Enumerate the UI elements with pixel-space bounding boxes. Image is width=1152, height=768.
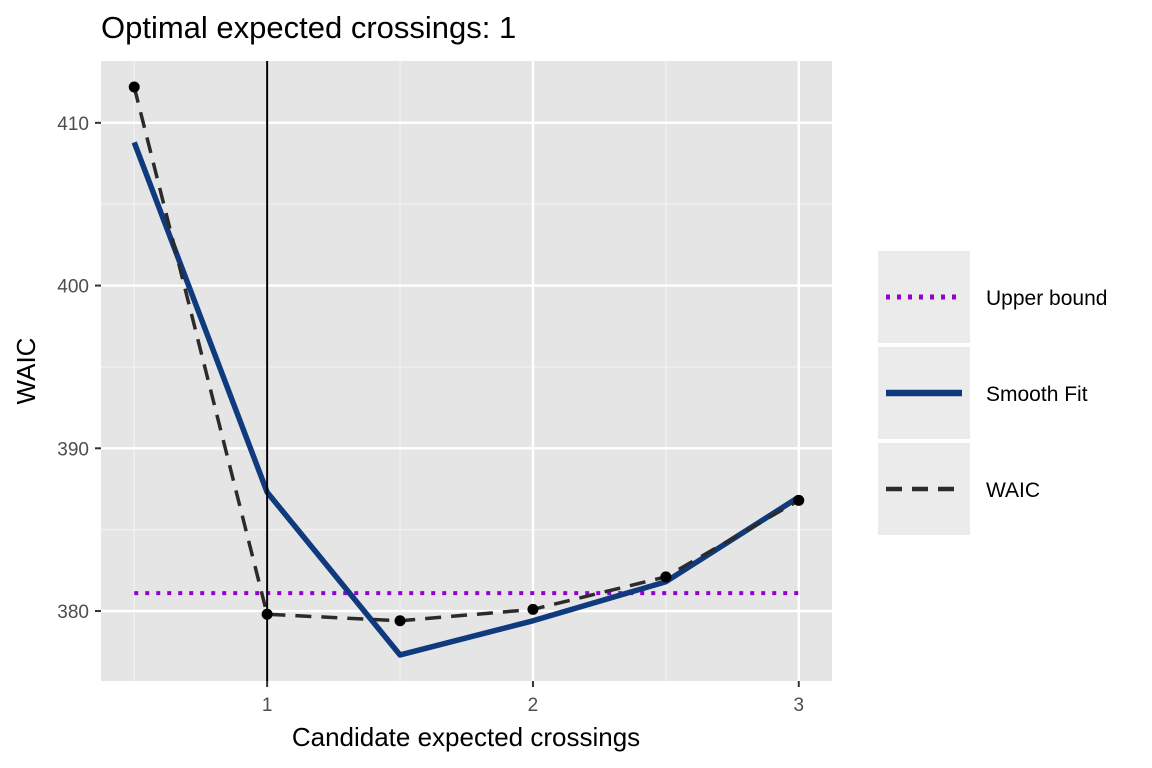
y-axis-title: WAIC xyxy=(11,338,41,405)
data-point xyxy=(793,494,805,506)
x-axis-ticks: 1 2 3 xyxy=(262,681,804,716)
y-axis-ticks: 380 390 400 410 xyxy=(57,114,101,623)
data-point xyxy=(660,571,672,583)
data-point xyxy=(394,615,406,627)
series-layer xyxy=(128,61,805,681)
series-line-smooth-fit xyxy=(131,141,801,658)
chart-title: Optimal expected crossings: 1 xyxy=(101,10,516,45)
plot-panel xyxy=(101,61,832,681)
legend-label: Smooth Fit xyxy=(986,383,1088,406)
legend: Upper bound Smooth Fit WAIC xyxy=(878,251,1107,535)
data-point xyxy=(261,608,273,620)
x-tick-label: 2 xyxy=(528,695,539,716)
y-tick-label: 400 xyxy=(57,277,89,298)
x-axis-title: Candidate expected crossings xyxy=(292,722,640,752)
legend-label: WAIC xyxy=(986,479,1040,502)
legend-label: Upper bound xyxy=(986,287,1107,310)
y-tick-label: 410 xyxy=(57,114,89,135)
y-tick-label: 380 xyxy=(57,602,89,623)
series-line-waic xyxy=(132,86,800,623)
x-tick-label: 3 xyxy=(793,695,804,716)
data-point xyxy=(128,81,140,93)
legend-key-bg xyxy=(878,251,970,343)
y-tick-label: 390 xyxy=(57,439,89,460)
x-tick-label: 1 xyxy=(262,695,273,716)
data-point xyxy=(527,603,539,615)
